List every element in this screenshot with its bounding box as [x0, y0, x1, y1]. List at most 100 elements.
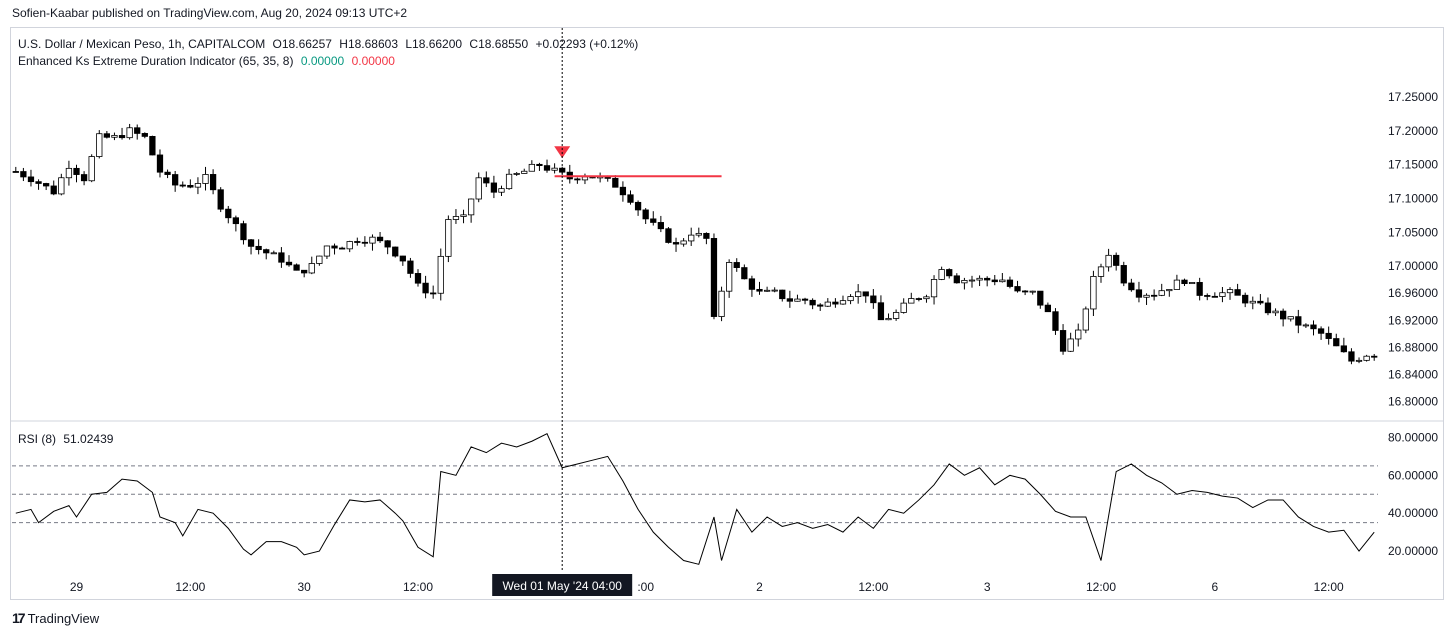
candle-body	[460, 214, 467, 217]
candle-body	[908, 298, 915, 304]
candle-body	[1317, 328, 1325, 334]
candle-body	[627, 194, 634, 203]
price-tick-label: 16.92000	[1388, 313, 1438, 327]
time-tick-label: 12:00	[1314, 580, 1344, 594]
candle-body	[763, 289, 771, 292]
candle-body	[1196, 282, 1203, 296]
brand-name: TradingView	[27, 610, 100, 626]
candle-body	[156, 154, 164, 173]
candle-body	[756, 288, 763, 292]
candle-body	[1037, 290, 1044, 306]
candle-body	[361, 241, 369, 244]
candle-body	[1272, 310, 1279, 314]
candle-body	[217, 189, 224, 210]
candle-body	[1204, 295, 1211, 297]
candle-body	[824, 301, 831, 307]
ohlc-close: C18.68550	[469, 37, 529, 51]
candle-body	[323, 245, 331, 257]
rsi-title[interactable]: RSI (8)	[18, 432, 57, 446]
indicator-value-1: 0.00000	[300, 54, 345, 68]
candle-body	[915, 298, 923, 300]
candle-body	[103, 133, 110, 138]
price-tick-label: 17.20000	[1388, 124, 1438, 138]
candle-body	[80, 174, 88, 182]
candle-body	[1249, 300, 1256, 304]
candle-body	[847, 296, 854, 302]
candle-body	[650, 218, 657, 223]
candle-body	[1143, 294, 1150, 298]
time-tick-label: 12:00	[403, 580, 433, 594]
candle-body	[1014, 286, 1021, 292]
candle-body	[316, 255, 323, 264]
candle-body	[134, 127, 141, 134]
candle-body	[968, 279, 976, 282]
ohlc-high: H18.68603	[339, 37, 398, 51]
price-change: +0.02293 (+0.12%)	[535, 37, 639, 51]
candle-body	[695, 232, 702, 236]
candle-body	[1287, 316, 1294, 320]
price-tick-label: 17.05000	[1388, 225, 1438, 239]
candle-body	[422, 282, 429, 294]
candle-body	[1059, 330, 1067, 352]
candle-body	[832, 301, 839, 305]
candle-body	[1219, 292, 1226, 297]
candle-body	[574, 178, 581, 181]
candle-body	[293, 264, 300, 271]
candle-body	[1333, 338, 1340, 347]
candle-body	[1264, 302, 1272, 314]
candle-body	[118, 135, 126, 139]
price-pane[interactable]	[12, 123, 1378, 365]
candle-body	[1257, 300, 1264, 304]
crosshair-time-label: Wed 01 May '24 04:00	[502, 579, 622, 593]
candle-body	[247, 239, 255, 247]
candle-body	[331, 245, 338, 249]
footer-brand[interactable]: 17 TradingView	[12, 610, 99, 626]
indicator-legend: Enhanced Ks Extreme Duration Indicator (…	[18, 54, 399, 68]
candle-body	[187, 184, 194, 188]
candle-body	[1371, 355, 1378, 358]
candle-body	[1295, 316, 1302, 326]
rsi-legend: RSI (8) 51.02439	[18, 432, 117, 446]
candle-body	[12, 171, 19, 173]
ohlc-low: L18.66200	[405, 37, 463, 51]
candle-body	[255, 245, 262, 251]
price-tick-label: 16.84000	[1388, 367, 1438, 381]
candle-body	[1006, 279, 1014, 287]
candle-body	[984, 277, 991, 281]
candle-body	[414, 273, 422, 284]
candle-body	[338, 247, 346, 250]
candle-body	[930, 279, 938, 298]
symbol-title[interactable]: U.S. Dollar / Mexican Peso, 1h, CAPITALC…	[18, 37, 266, 51]
candle-body	[270, 252, 277, 255]
candle-body	[209, 174, 217, 191]
candle-body	[452, 216, 460, 220]
candle-body	[976, 277, 983, 281]
candle-body	[991, 279, 998, 283]
tradingview-logo-icon: 17	[12, 610, 26, 626]
candle-body	[1188, 282, 1196, 285]
candle-body	[892, 312, 900, 319]
candle-body	[392, 246, 399, 257]
indicator-value-2: 0.00000	[351, 54, 395, 68]
candle-body	[27, 176, 35, 183]
candle-body	[1021, 290, 1029, 293]
indicator-title[interactable]: Enhanced Ks Extreme Duration Indicator (…	[18, 54, 294, 68]
ohlc-open: O18.66257	[272, 37, 332, 51]
candle-body	[202, 174, 209, 184]
price-tick-label: 16.88000	[1388, 340, 1438, 354]
candle-body	[369, 236, 376, 244]
rsi-line	[15, 432, 1375, 565]
candle-body	[513, 173, 520, 175]
candle-body	[771, 289, 778, 292]
rsi-pane[interactable]	[12, 432, 1378, 565]
candle-body	[885, 318, 892, 321]
candle-body	[384, 240, 391, 248]
candle-body	[1158, 290, 1165, 296]
candle-body	[407, 260, 414, 274]
time-tick-label: 2	[756, 580, 763, 594]
candle-body	[521, 170, 528, 174]
candle-body	[672, 242, 680, 245]
candle-body	[1226, 289, 1234, 294]
time-tick-label: 30	[297, 580, 311, 594]
